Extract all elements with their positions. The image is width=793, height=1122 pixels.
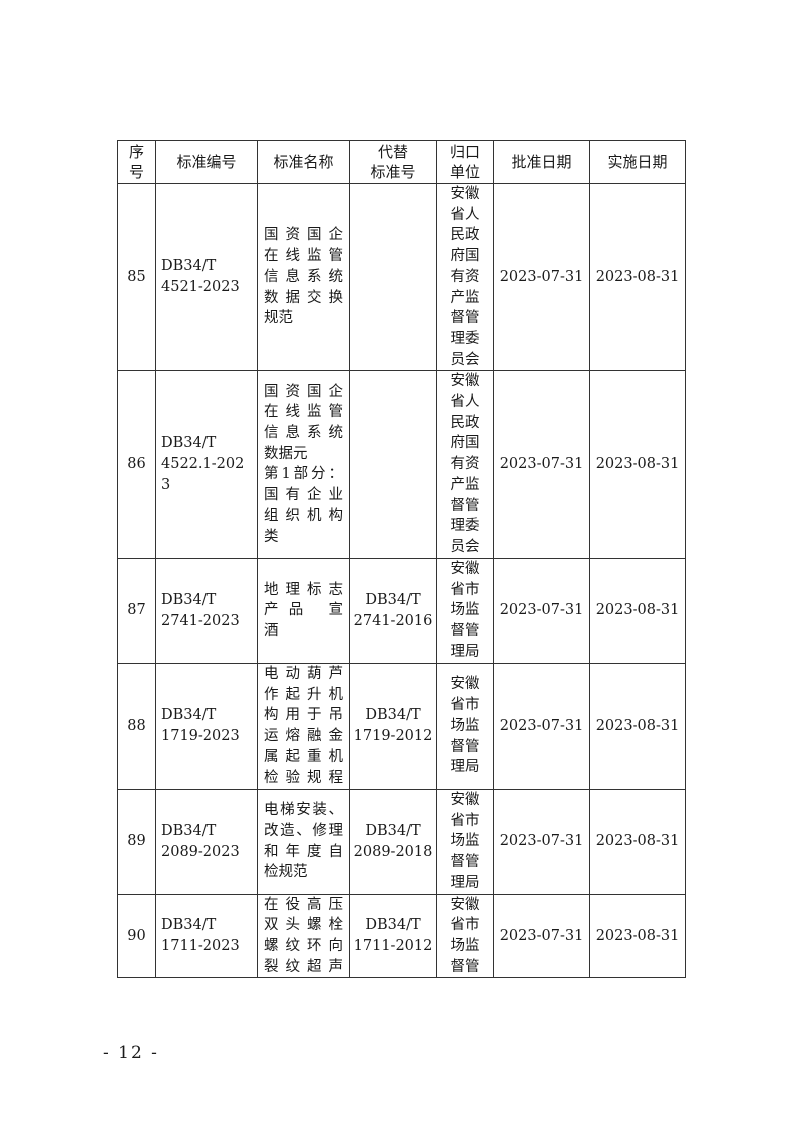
- cell-name: 电动葫芦 作起升机 构用于吊 运熔融金 属起重机 检验规程: [257, 662, 350, 790]
- table-row: 90 DB34/T 1711-2023 在役高压 双头螺栓 螺纹环向 裂纹超声 DB34/T 1…: [117, 893, 686, 979]
- cell-name: 电梯安装、 改造、修理 和年度自 检规范: [257, 788, 350, 895]
- standards-table: 序号标准编号 标准名称 代替 标准号 归口 单位 批准日期 实施日期 85 DB34/T 4521…: [117, 140, 686, 979]
- cell-unit: 安徽 省市 场监 督管: [436, 893, 494, 979]
- table-header-row: 序号标准编号 标准名称 代替 标准号 归口 单位 批准日期 实施日期: [117, 140, 686, 184]
- cell-seq: 90: [117, 893, 156, 979]
- cell-code: DB34/T 2089-2023: [155, 788, 258, 895]
- cell-effective-date: 2023-08-31: [589, 182, 686, 372]
- cell-effective-date: 2023-08-31: [589, 557, 686, 664]
- cell-replaces: [349, 182, 437, 372]
- cell-approve-date: 2023-07-31: [493, 370, 590, 559]
- table-row: 85 DB34/T 4521-2023 国资国企 在线监管 信息系统 数据交换 规范 安徽 省人民…: [117, 182, 686, 372]
- cell-name: 国资国企 在线监管 信息系统 数据交换 规范: [257, 182, 350, 372]
- cell-name: 国资国企 在线监管 信息系统 数据元 第1部分： 国有企业 组织机构类: [257, 370, 350, 559]
- cell-seq: 89: [117, 788, 156, 895]
- cell-name: 地理标志 产品 宣酒: [257, 557, 350, 664]
- header-seq: 序号: [117, 140, 156, 184]
- cell-unit: 安徽 省市 场监 督管 理局: [436, 788, 494, 895]
- page-number: - 12 -: [103, 1043, 159, 1063]
- cell-seq: 87: [117, 557, 156, 664]
- cell-seq: 85: [117, 182, 156, 372]
- header-replaces: 代替 标准号: [349, 140, 437, 184]
- cell-effective-date: 2023-08-31: [589, 788, 686, 895]
- cell-unit: 安徽 省市 场监 督管 理局: [436, 557, 494, 664]
- cell-unit: 安徽 省市 场监 督管 理局: [436, 662, 494, 790]
- table-row: 87 DB34/T 2741-2023 地理标志 产品 宣酒 DB34/T 2741-201…: [117, 557, 686, 664]
- cell-effective-date: 2023-08-31: [589, 370, 686, 559]
- cell-code: DB34/T 1711-2023: [155, 893, 258, 979]
- cell-unit: 安徽 省人 民政 府国 有资 产监 督管 理委 员会: [436, 370, 494, 559]
- cell-code: DB34/T 1719-2023: [155, 662, 258, 790]
- cell-effective-date: 2023-08-31: [589, 662, 686, 790]
- cell-name: 在役高压 双头螺栓 螺纹环向 裂纹超声: [257, 893, 350, 979]
- cell-seq: 86: [117, 370, 156, 559]
- cell-effective-date: 2023-08-31: [589, 893, 686, 979]
- header-unit: 归口 单位: [436, 140, 494, 184]
- cell-approve-date: 2023-07-31: [493, 557, 590, 664]
- header-effective-date: 实施日期: [589, 140, 686, 184]
- cell-replaces: DB34/T 1711-2012: [349, 893, 437, 979]
- header-approve-date: 批准日期: [493, 140, 590, 184]
- cell-replaces: DB34/T 2089-2018: [349, 788, 437, 895]
- table-row: 89 DB34/T 2089-2023 电梯安装、 改造、修理 和年度自 检规范 DB34/T…: [117, 788, 686, 895]
- cell-replaces: [349, 370, 437, 559]
- cell-approve-date: 2023-07-31: [493, 788, 590, 895]
- cell-code: DB34/T 4522.1-202 3: [155, 370, 258, 559]
- cell-replaces: DB34/T 2741-2016: [349, 557, 437, 664]
- cell-approve-date: 2023-07-31: [493, 662, 590, 790]
- cell-code: DB34/T 4521-2023: [155, 182, 258, 372]
- cell-seq: 88: [117, 662, 156, 790]
- cell-replaces: DB34/T 1719-2012: [349, 662, 437, 790]
- cell-unit: 安徽 省人 民政 府国 有资 产监 督管 理委 员会: [436, 182, 494, 372]
- cell-code: DB34/T 2741-2023: [155, 557, 258, 664]
- table-row: 86 DB34/T 4522.1-202 3 国资国企 在线监管 信息系统 数据元 第1部分：国…: [117, 370, 686, 559]
- cell-approve-date: 2023-07-31: [493, 182, 590, 372]
- header-code: 标准编号: [155, 140, 258, 184]
- table-row: 88 DB34/T 1719-2023 电动葫芦 作起升机 构用于吊 运熔融金 属起重机 检验规…: [117, 662, 686, 790]
- header-name: 标准名称: [257, 140, 350, 184]
- cell-approve-date: 2023-07-31: [493, 893, 590, 979]
